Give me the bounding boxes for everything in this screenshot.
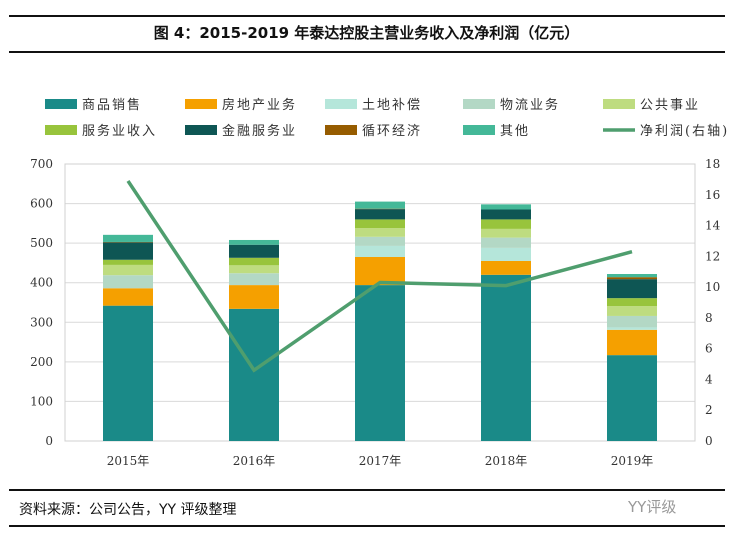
bar-segment (229, 257, 279, 266)
x-tick-label: 2015年 (107, 454, 150, 468)
bar-segment (229, 244, 279, 258)
bar-segment (355, 285, 405, 441)
y-tick-label: 0 (45, 434, 53, 448)
chart-title: 图 4：2015-2019 年泰达控股主营业务收入及净利润（亿元） (153, 24, 580, 42)
bar-segment (481, 204, 531, 210)
y2-tick-label: 12 (705, 249, 720, 263)
bar-segment (607, 329, 657, 356)
bar-segment (481, 237, 531, 248)
bar-segment (355, 209, 405, 220)
bar-segment (103, 288, 153, 306)
bar-segment (229, 308, 279, 441)
source-note: 资料来源：公司公告，YY 评级整理 (19, 502, 237, 518)
bar-segment (229, 273, 279, 286)
bar-segment (229, 285, 279, 309)
bar-segment (607, 327, 657, 330)
bar-segment (607, 355, 657, 441)
bar-segment (355, 245, 405, 257)
bottom-rule (9, 525, 725, 527)
bar-segment (355, 236, 405, 246)
legend-swatch (603, 99, 635, 109)
x-tick-label: 2016年 (233, 454, 276, 468)
y2-tick-label: 0 (705, 434, 713, 448)
legend-swatch (463, 99, 495, 109)
legend-swatch (185, 125, 217, 135)
watermark: YY评级 (628, 498, 677, 516)
bar-segment (481, 228, 531, 238)
y2-tick-label: 6 (705, 342, 713, 356)
title-rule (9, 51, 725, 53)
x-tick-label: 2019年 (611, 454, 654, 468)
y2-tick-label: 2 (705, 403, 713, 417)
y2-tick-label: 16 (705, 188, 720, 202)
bar-segment (355, 256, 405, 286)
x-tick-label: 2018年 (485, 454, 528, 468)
bar-segment (229, 239, 279, 245)
legend-label: 物流业务 (500, 97, 560, 113)
legend-swatch (463, 125, 495, 135)
y-tick-label: 600 (30, 197, 53, 211)
y-tick-label: 700 (30, 157, 53, 171)
bar-segment (103, 264, 153, 276)
bar-segment (103, 305, 153, 441)
legend-label: 公共事业 (640, 98, 700, 113)
bar-segment (607, 274, 657, 278)
legend-label: 服务业收入 (82, 123, 157, 139)
y-tick-label: 100 (30, 394, 53, 408)
bar-segment (607, 298, 657, 307)
legend-label: 土地补偿 (362, 98, 422, 113)
legend-label: 房地产业务 (222, 97, 297, 113)
bar-segment (355, 219, 405, 229)
x-tick-label: 2017年 (359, 454, 402, 468)
legend-label: 其他 (500, 124, 530, 139)
legend-label: 循环经济 (362, 124, 422, 139)
net-profit-line (126, 179, 633, 373)
legend-swatch (325, 99, 357, 109)
y2-tick-label: 18 (705, 157, 720, 171)
y-tick-label: 400 (30, 276, 53, 290)
y2-tick-label: 10 (705, 280, 720, 294)
bar-segment (103, 242, 153, 260)
y-tick-label: 500 (30, 236, 53, 250)
bar-segment (103, 234, 153, 242)
bar-segment (481, 274, 531, 441)
bar-segment (607, 306, 657, 316)
bar-segment (355, 201, 405, 209)
top-rule (9, 15, 725, 17)
bar-segment (355, 228, 405, 237)
legend-swatch (45, 125, 77, 135)
y2-tick-label: 8 (705, 311, 713, 325)
bar-segment (481, 260, 531, 275)
bar-segment (481, 219, 531, 229)
legend-swatch (45, 99, 77, 109)
legend-swatch (185, 99, 217, 109)
y-tick-label: 300 (30, 315, 53, 329)
bar-segment (481, 209, 531, 220)
bar-segment (103, 259, 153, 265)
legend-label: 商品销售 (82, 97, 142, 113)
legend-swatch (325, 125, 357, 135)
y-tick-label: 200 (30, 355, 53, 369)
bar-segment (607, 315, 657, 328)
chart: 0 100 200 300 400 500 600 700 0 2 4 6 8 10 12 14 16 18 201… (30, 97, 729, 468)
bar-segment (481, 247, 531, 261)
bar-segment (607, 279, 657, 299)
bar-segment (229, 265, 279, 274)
source-rule-top (9, 489, 725, 491)
bar-segment (103, 275, 153, 289)
legend-label: 净利润(右轴) (640, 124, 729, 139)
y2-tick-label: 4 (705, 372, 713, 386)
legend-label: 金融服务业 (222, 123, 297, 139)
bar-segment (607, 277, 657, 280)
y2-tick-label: 14 (705, 219, 721, 233)
